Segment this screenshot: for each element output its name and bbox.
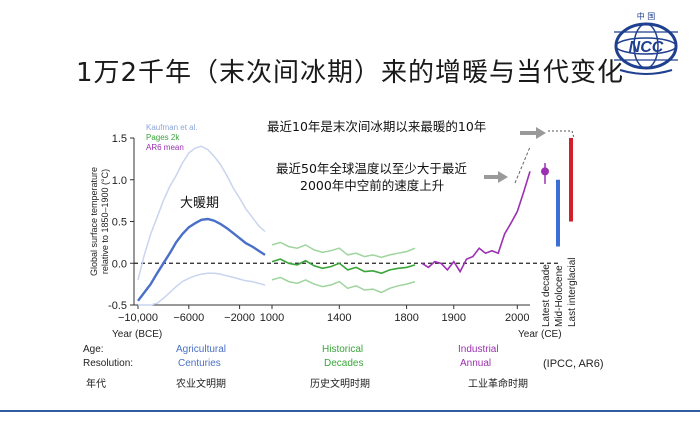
era-label: 工业革命时期 xyxy=(468,377,528,390)
series-lines xyxy=(137,138,573,302)
y-tick-label: -0.5 xyxy=(108,300,127,312)
series-line-pages-2k xyxy=(271,258,416,275)
logo-top-text: 中 国 xyxy=(637,11,656,21)
x-tick-label: −10,000 xyxy=(118,312,158,324)
logo-globe-icon xyxy=(614,22,678,75)
x-tick-label: 1800 xyxy=(394,312,418,324)
uncertainty-upper-line xyxy=(137,145,266,281)
era-label: 历史文明时期 xyxy=(310,377,370,390)
arrow-right-icon xyxy=(520,127,546,139)
side-bar-label: Latest decade xyxy=(541,264,552,327)
y-axis-label-line1: Global surface temperature xyxy=(89,167,99,276)
uncertainty-lower-line xyxy=(271,276,416,294)
y-tick-label: 1.5 xyxy=(112,133,127,145)
uncertainty-bands xyxy=(137,145,416,306)
resolution-label-line1: Historical xyxy=(322,344,363,355)
bracket-connector xyxy=(548,130,575,139)
y-axis-label-line2: relative to 1850–1900 (°C) xyxy=(100,169,110,274)
series-line-kaufman-et-al- xyxy=(137,217,266,302)
x-tick-label: 2000 xyxy=(505,312,529,324)
resolution-label-line1: Industrial xyxy=(458,344,499,355)
chart-labels: 1.5 1.0 0.5 0.0 -0.5 Global surface temperatu… xyxy=(83,119,604,390)
source-label: (IPCC, AR6) xyxy=(543,358,604,370)
y-tick-label: 1.0 xyxy=(112,175,127,187)
resolution-row-label: Resolution: xyxy=(83,358,133,369)
annotation-rate-line2: 2000年中空前的速度上升 xyxy=(300,178,444,193)
x-axis-label: Year (CE) xyxy=(518,329,562,340)
series-line-ar6-mean xyxy=(421,171,531,274)
side-bar-label: Mid-Holocene xyxy=(554,265,565,327)
ncc-logo: 中 国 NCC xyxy=(614,11,678,75)
resolution-label-line2: Centuries xyxy=(178,358,221,369)
y-axis-label: Global surface temperaturerelative to 18… xyxy=(89,167,110,276)
warm-period-label: 大暖期 xyxy=(180,196,219,211)
legend-entry: AR6 mean xyxy=(146,143,184,152)
side-bar-label: Last interglacial xyxy=(567,258,578,327)
arrow-right-icon xyxy=(484,171,508,183)
annotation-latest-decade: 最近10年是末次间冰期以来最暖的10年 xyxy=(267,119,486,134)
era-label: 农业文明期 xyxy=(176,377,226,390)
uncertainty-lower-line xyxy=(138,272,266,306)
slide-title: 1万2千年（末次间冰期）来的增暖与当代变化 xyxy=(75,58,625,88)
legend-entry: Pages 2k xyxy=(146,133,180,142)
age-row-label: Age: xyxy=(83,344,104,355)
resolution-label-line1: Agricultural xyxy=(176,344,226,355)
resolution-label-line2: Annual xyxy=(460,358,491,369)
latest-decade-point xyxy=(541,167,549,176)
y-tick-label: 0.5 xyxy=(112,217,127,229)
legend-entry: Kaufman et al. xyxy=(146,123,198,132)
y-tick-label: 0.0 xyxy=(112,258,127,270)
x-tick-label: −6000 xyxy=(173,312,204,324)
x-tick-label: 1000 xyxy=(260,312,284,324)
x-axis-label: Year (BCE) xyxy=(112,329,162,340)
annotation-rate-line1: 最近50年全球温度以至少大于最近 xyxy=(276,161,467,176)
chart-axes xyxy=(130,137,560,309)
x-tick-label: 1900 xyxy=(442,312,466,324)
trend-dashed-line xyxy=(514,146,531,184)
resolution-label-line2: Decades xyxy=(324,358,363,369)
era-row-label: 年代 xyxy=(86,377,106,390)
logo-text: NCC xyxy=(629,39,664,56)
x-tick-label: −2000 xyxy=(224,312,255,324)
footer-rule xyxy=(0,410,700,412)
x-tick-label: 1400 xyxy=(327,312,351,324)
uncertainty-upper-line xyxy=(271,241,416,259)
